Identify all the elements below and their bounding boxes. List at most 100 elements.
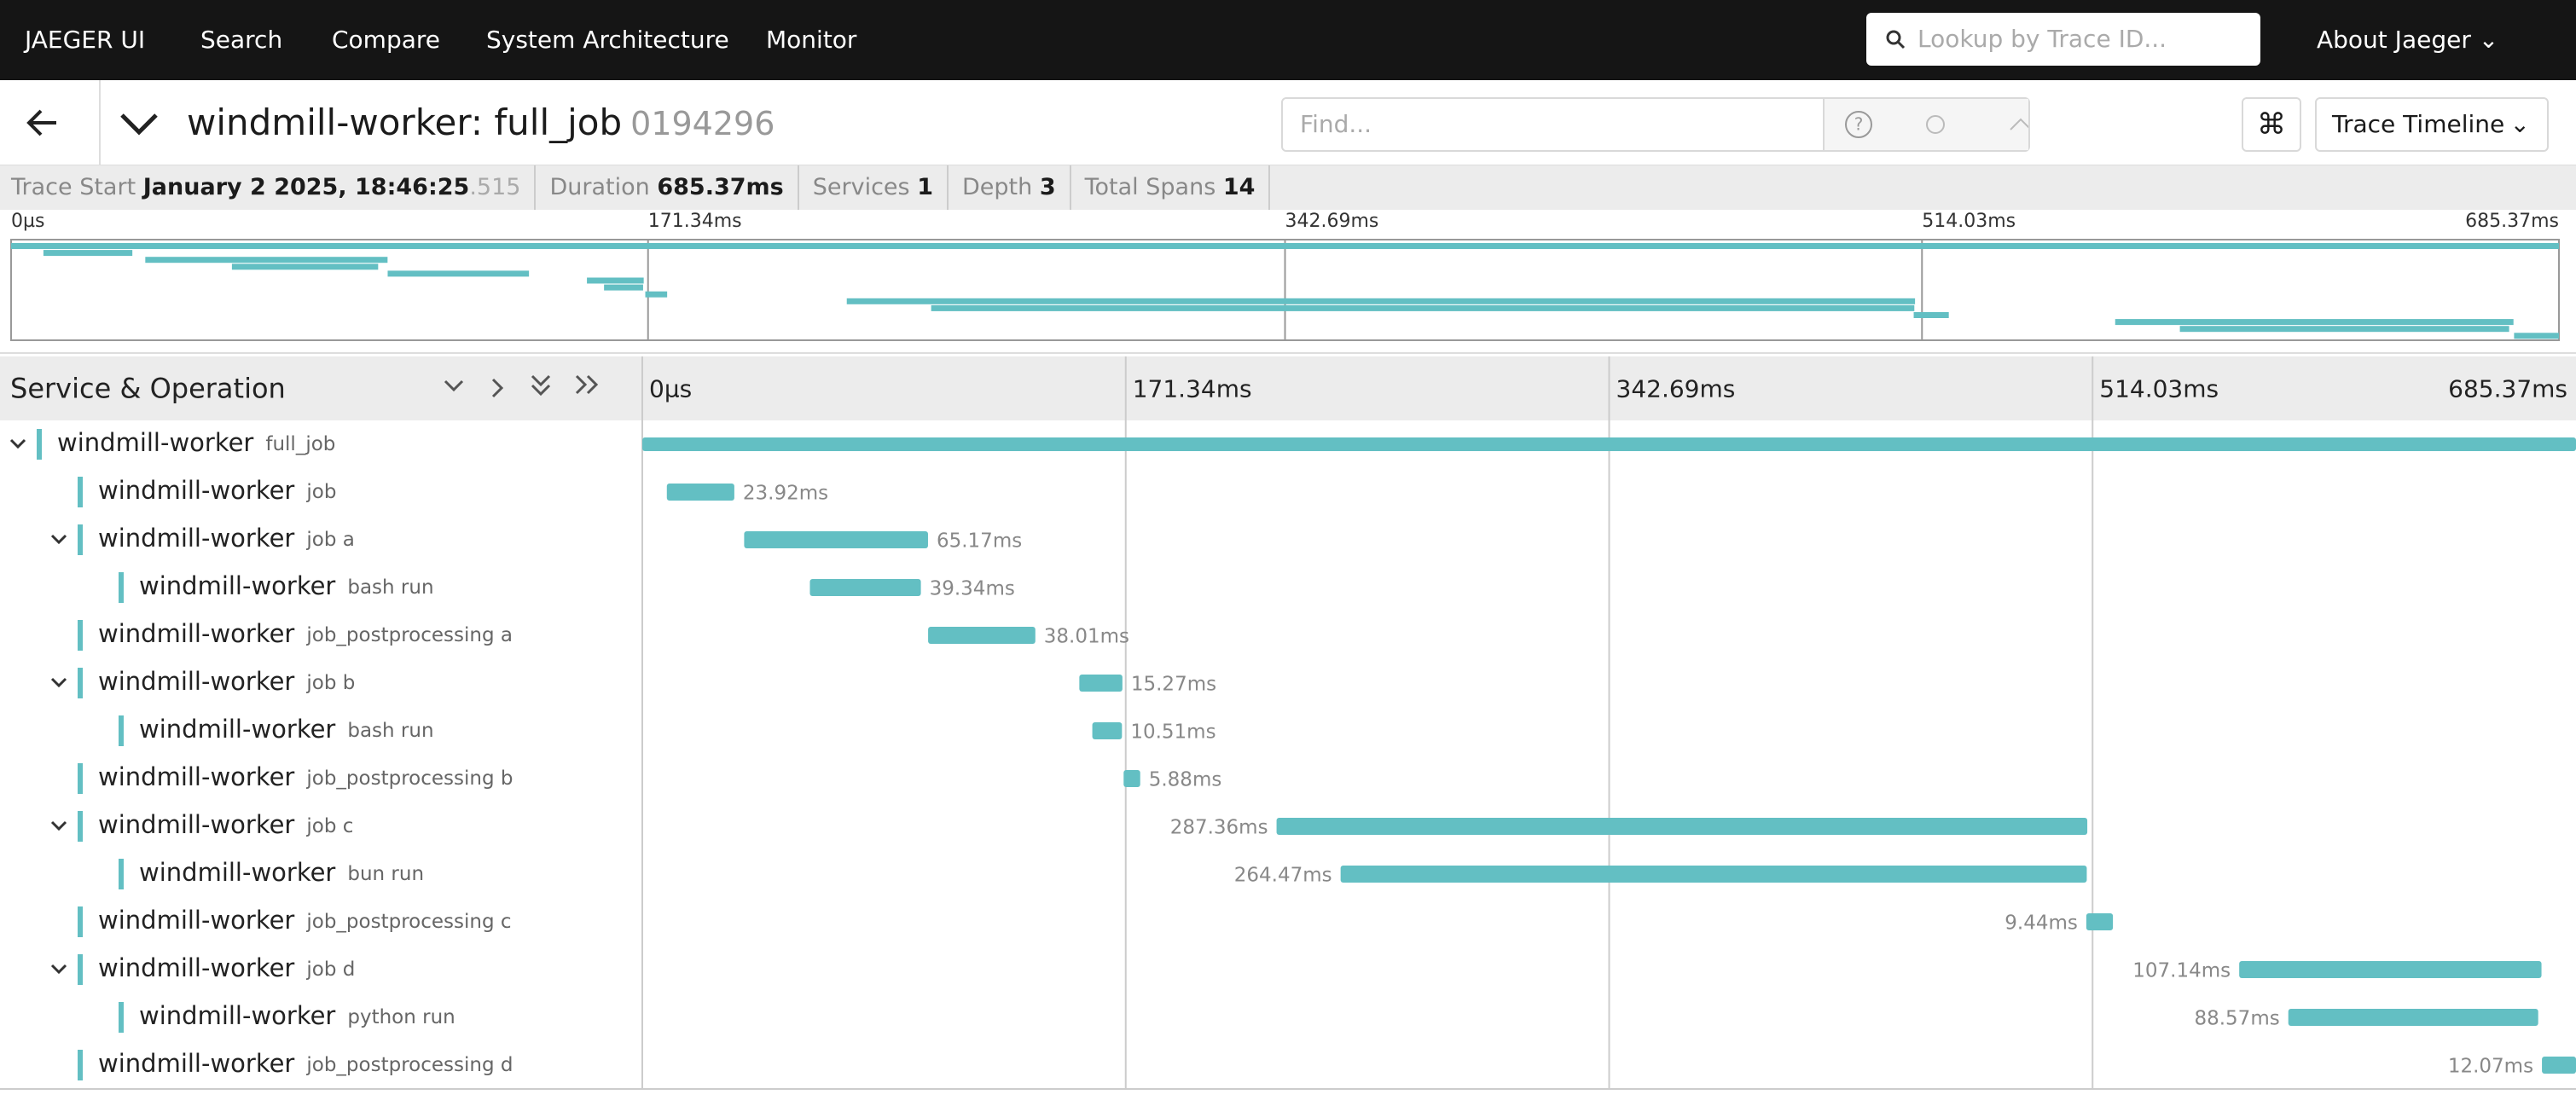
span-name[interactable]: windmill-worker job_postprocessing a: [98, 619, 513, 648]
duration-label: 10.51ms: [1130, 721, 1215, 744]
span-name[interactable]: windmill-worker job_postprocessing b: [98, 762, 513, 791]
span-bar[interactable]: [1093, 722, 1123, 739]
x-tick-label: 514.03ms: [2099, 375, 2219, 403]
summary-item: Depth 3: [962, 165, 1071, 210]
summary-value: 3: [1040, 174, 1056, 200]
summary-item: Trace Start January 2 2025, 18:46:25.515: [11, 165, 536, 210]
span-name[interactable]: windmill-workerbash run: [139, 571, 434, 600]
span-bar[interactable]: [2542, 1057, 2576, 1074]
summary-label: Trace Start: [11, 174, 136, 200]
span-name[interactable]: windmill-workerjob c: [98, 810, 353, 839]
trace-id: 0194296: [630, 105, 775, 142]
nav-link[interactable]: Search: [200, 0, 282, 80]
row-toggle[interactable]: [52, 822, 66, 829]
placeholder: Lookup by Trace ID...: [1917, 25, 2167, 53]
span-bar[interactable]: [667, 484, 734, 501]
trace-id-search[interactable]: Lookup by Trace ID...: [1866, 13, 2260, 66]
span-name[interactable]: windmill-workerjob b: [98, 667, 355, 696]
trace-header: windmill-worker: full_job0194296 Find...…: [0, 80, 2576, 165]
span-name[interactable]: windmill-workerbash run: [139, 715, 434, 744]
minimap-bar: [2115, 319, 2514, 325]
minimap-bar: [931, 305, 1915, 311]
operation-name: job_postprocessing b: [305, 767, 513, 790]
nav-link[interactable]: System Architecture: [486, 0, 729, 80]
service-color: [119, 1002, 124, 1033]
span-name[interactable]: windmill-workerbun run: [139, 858, 424, 887]
minimap-bar: [847, 298, 1915, 304]
span-bar[interactable]: [1123, 770, 1140, 787]
minimap-bar: [2514, 333, 2559, 339]
span-bar[interactable]: [1079, 675, 1123, 692]
span-bar[interactable]: [1277, 818, 2088, 835]
service-color: [78, 954, 83, 985]
service-name: windmill-worker: [98, 810, 294, 839]
operation-name: job: [305, 481, 336, 503]
operation-name: bash run: [347, 576, 433, 599]
minimap-bar: [646, 292, 668, 298]
operation-name: job_postprocessing a: [305, 624, 513, 646]
span-bar[interactable]: [928, 627, 1036, 644]
about-menu[interactable]: About Jaeger ⌄: [2317, 0, 2498, 80]
minimap-bar: [1914, 312, 1949, 318]
service-color: [78, 1050, 83, 1080]
locate-icon: [1927, 116, 1944, 133]
span-bar[interactable]: [642, 437, 2576, 451]
shortcuts-button[interactable]: ⌘: [2242, 97, 2301, 152]
span-bar[interactable]: [1341, 866, 2087, 883]
operation-name: job a: [305, 529, 354, 551]
row-toggle[interactable]: [52, 965, 66, 972]
span-bar[interactable]: [2086, 913, 2113, 930]
minimap-tick-label: 685.37ms: [2465, 211, 2559, 232]
service-name: windmill-worker: [98, 762, 294, 791]
service-name: windmill-worker: [98, 1049, 294, 1078]
minimap-bar: [2180, 326, 2509, 332]
duration-label: 88.57ms: [2194, 1008, 2279, 1030]
row-toggle[interactable]: [11, 440, 25, 447]
find-input[interactable]: Find...: [1283, 99, 1825, 150]
operation-name: job d: [305, 959, 355, 981]
service-color: [78, 763, 83, 794]
service-name: windmill-worker: [98, 619, 294, 648]
operation-name: job_postprocessing d: [305, 1054, 513, 1076]
service-color: [78, 811, 83, 842]
row-toggle[interactable]: [52, 679, 66, 686]
find-bar: Find... ?: [1281, 97, 2030, 152]
minimap-bar: [232, 264, 378, 269]
span-name[interactable]: windmill-worker job a: [98, 524, 355, 553]
nav-link[interactable]: Compare: [332, 0, 440, 80]
span-name[interactable]: windmill-workerjob_postprocessing c: [98, 906, 512, 935]
minimap-bar: [387, 270, 529, 276]
span-name[interactable]: windmill-worker job: [98, 476, 336, 505]
back-button[interactable]: [26, 107, 60, 138]
x-tick-label: 171.34ms: [1133, 375, 1252, 403]
x-tick-label: 685.37ms: [2448, 375, 2567, 403]
span-bar[interactable]: [744, 531, 928, 548]
duration-label: 9.44ms: [2005, 912, 2078, 935]
duration-label: 5.88ms: [1149, 769, 1222, 791]
x-tick-label: 0µs: [649, 375, 692, 403]
nav-link[interactable]: Monitor: [766, 0, 856, 80]
span-bar[interactable]: [2289, 1009, 2538, 1026]
minimap-tick-label: 514.03ms: [1922, 211, 2016, 232]
minimap-tick-label: 342.69ms: [1285, 211, 1379, 232]
service-color: [78, 668, 83, 698]
collapse-toggle[interactable]: [119, 111, 159, 136]
summary-value: 14: [1223, 174, 1256, 200]
service-name: windmill-worker: [98, 476, 294, 505]
duration-label: 38.01ms: [1044, 626, 1129, 648]
span-name[interactable]: windmill-workerpython run: [139, 1001, 455, 1030]
span-name[interactable]: windmill-workerjob d: [98, 953, 355, 982]
span-name[interactable]: windmill-workerfull_job: [57, 428, 335, 457]
title: windmill-worker: full_job: [187, 101, 622, 143]
summary-suffix: .515: [469, 174, 520, 200]
service-name: windmill-worker: [98, 524, 294, 553]
span-name[interactable]: windmill-worker job_postprocessing d: [98, 1049, 513, 1078]
row-toggle[interactable]: [52, 536, 66, 542]
view-select[interactable]: Trace Timeline⌄: [2315, 97, 2549, 152]
span-bar[interactable]: [809, 579, 920, 596]
span-bar[interactable]: [2239, 961, 2541, 978]
brand[interactable]: JAEGER UI: [25, 0, 145, 80]
operation-name: full_job: [265, 433, 335, 455]
duration-label: 107.14ms: [2132, 960, 2231, 982]
summary-label: Duration: [549, 174, 649, 200]
